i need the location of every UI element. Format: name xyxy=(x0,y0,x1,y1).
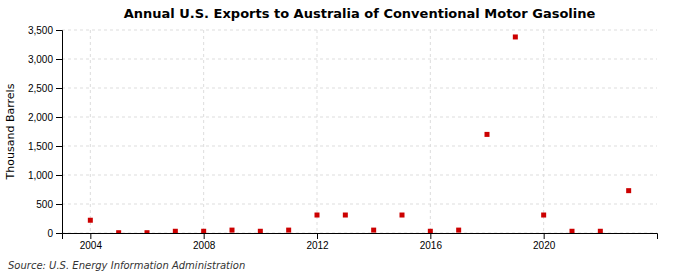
tick-label: 2,500 xyxy=(28,83,53,94)
tick: 0 xyxy=(47,228,62,239)
point xyxy=(626,188,631,193)
point xyxy=(230,228,235,233)
tick: 2,000 xyxy=(28,112,62,123)
point xyxy=(201,229,206,233)
point xyxy=(116,230,121,233)
tick: 2012 xyxy=(306,233,329,251)
tick-label: 1,500 xyxy=(28,141,53,152)
tick: 1,000 xyxy=(28,170,62,181)
tick-label: 2,000 xyxy=(28,112,53,123)
tick-label: 2004 xyxy=(80,240,103,251)
tick-label: 1,000 xyxy=(28,170,53,181)
grid-line xyxy=(62,146,657,147)
point xyxy=(343,213,348,218)
grid-line xyxy=(430,30,431,233)
point xyxy=(428,229,433,233)
tick-label: 500 xyxy=(36,199,53,210)
grid-line xyxy=(543,30,544,233)
tick-mark xyxy=(56,88,62,89)
tick: 3,500 xyxy=(28,25,62,36)
tick: 500 xyxy=(36,199,62,210)
tick-label: 2020 xyxy=(533,240,556,251)
tick-label: 3,500 xyxy=(28,25,53,36)
tick-mark xyxy=(90,233,91,239)
tick-label: 0 xyxy=(47,228,53,239)
tick-mark xyxy=(56,175,62,176)
point xyxy=(286,228,291,233)
point xyxy=(456,228,461,233)
tick: 2004 xyxy=(80,233,103,251)
point xyxy=(258,229,263,233)
tick: 3,000 xyxy=(28,54,62,65)
point xyxy=(485,132,490,137)
tick-mark xyxy=(204,233,205,239)
points xyxy=(88,34,631,233)
y-axis: 0 500 1,000 1,500 2,000 2,500 3,000 3,500 xyxy=(28,25,63,239)
grid-line xyxy=(62,175,657,176)
point xyxy=(88,218,93,223)
title: Annual U.S. Exports to Australia of Conv… xyxy=(124,6,596,21)
point xyxy=(145,230,150,233)
grid-line xyxy=(90,30,91,233)
point xyxy=(541,213,546,218)
tick-mark xyxy=(56,204,62,205)
tick: 2008 xyxy=(193,233,216,251)
tick-mark xyxy=(56,146,62,147)
plot: 2004 2008 2012 2016 2020 0 500 1,000 1,500 2,000 2… xyxy=(28,25,658,251)
point xyxy=(513,34,518,39)
tick: 2020 xyxy=(533,233,556,251)
tick-label: 2008 xyxy=(193,240,216,251)
tick: 2016 xyxy=(420,233,443,251)
point xyxy=(598,229,603,233)
axis-line xyxy=(56,31,63,234)
tick-label: 3,000 xyxy=(28,54,53,65)
grid-line xyxy=(62,117,657,118)
y-axis-title: Thousand Barrels xyxy=(4,83,17,180)
grid-line xyxy=(317,30,318,233)
tick-label: 2016 xyxy=(420,240,443,251)
grid-line xyxy=(62,88,657,89)
tick-mark xyxy=(430,233,431,239)
grid xyxy=(62,30,657,233)
point xyxy=(173,229,178,233)
grid-line xyxy=(203,30,204,233)
tick-mark xyxy=(56,117,62,118)
chart: 2004 2008 2012 2016 2020 0 500 1,000 1,500 2,000 2… xyxy=(0,0,675,275)
grid-line xyxy=(62,59,657,60)
point xyxy=(400,213,405,218)
tick-mark xyxy=(56,233,62,234)
tick: 2,500 xyxy=(28,83,62,94)
annotation: Source: U.S. Energy Information Administ… xyxy=(8,260,245,271)
x-axis: 2004 2008 2012 2016 2020 xyxy=(63,233,658,251)
tick-mark xyxy=(317,233,318,239)
point xyxy=(315,213,320,218)
tick: 1,500 xyxy=(28,141,62,152)
tick-mark xyxy=(544,233,545,239)
tick-label: 2012 xyxy=(306,240,329,251)
grid-line xyxy=(62,204,657,205)
point xyxy=(570,229,575,233)
grid-line xyxy=(62,30,657,31)
tick-mark xyxy=(56,59,62,60)
point xyxy=(371,228,376,233)
tick-mark xyxy=(56,30,62,31)
axis-line xyxy=(63,234,658,240)
